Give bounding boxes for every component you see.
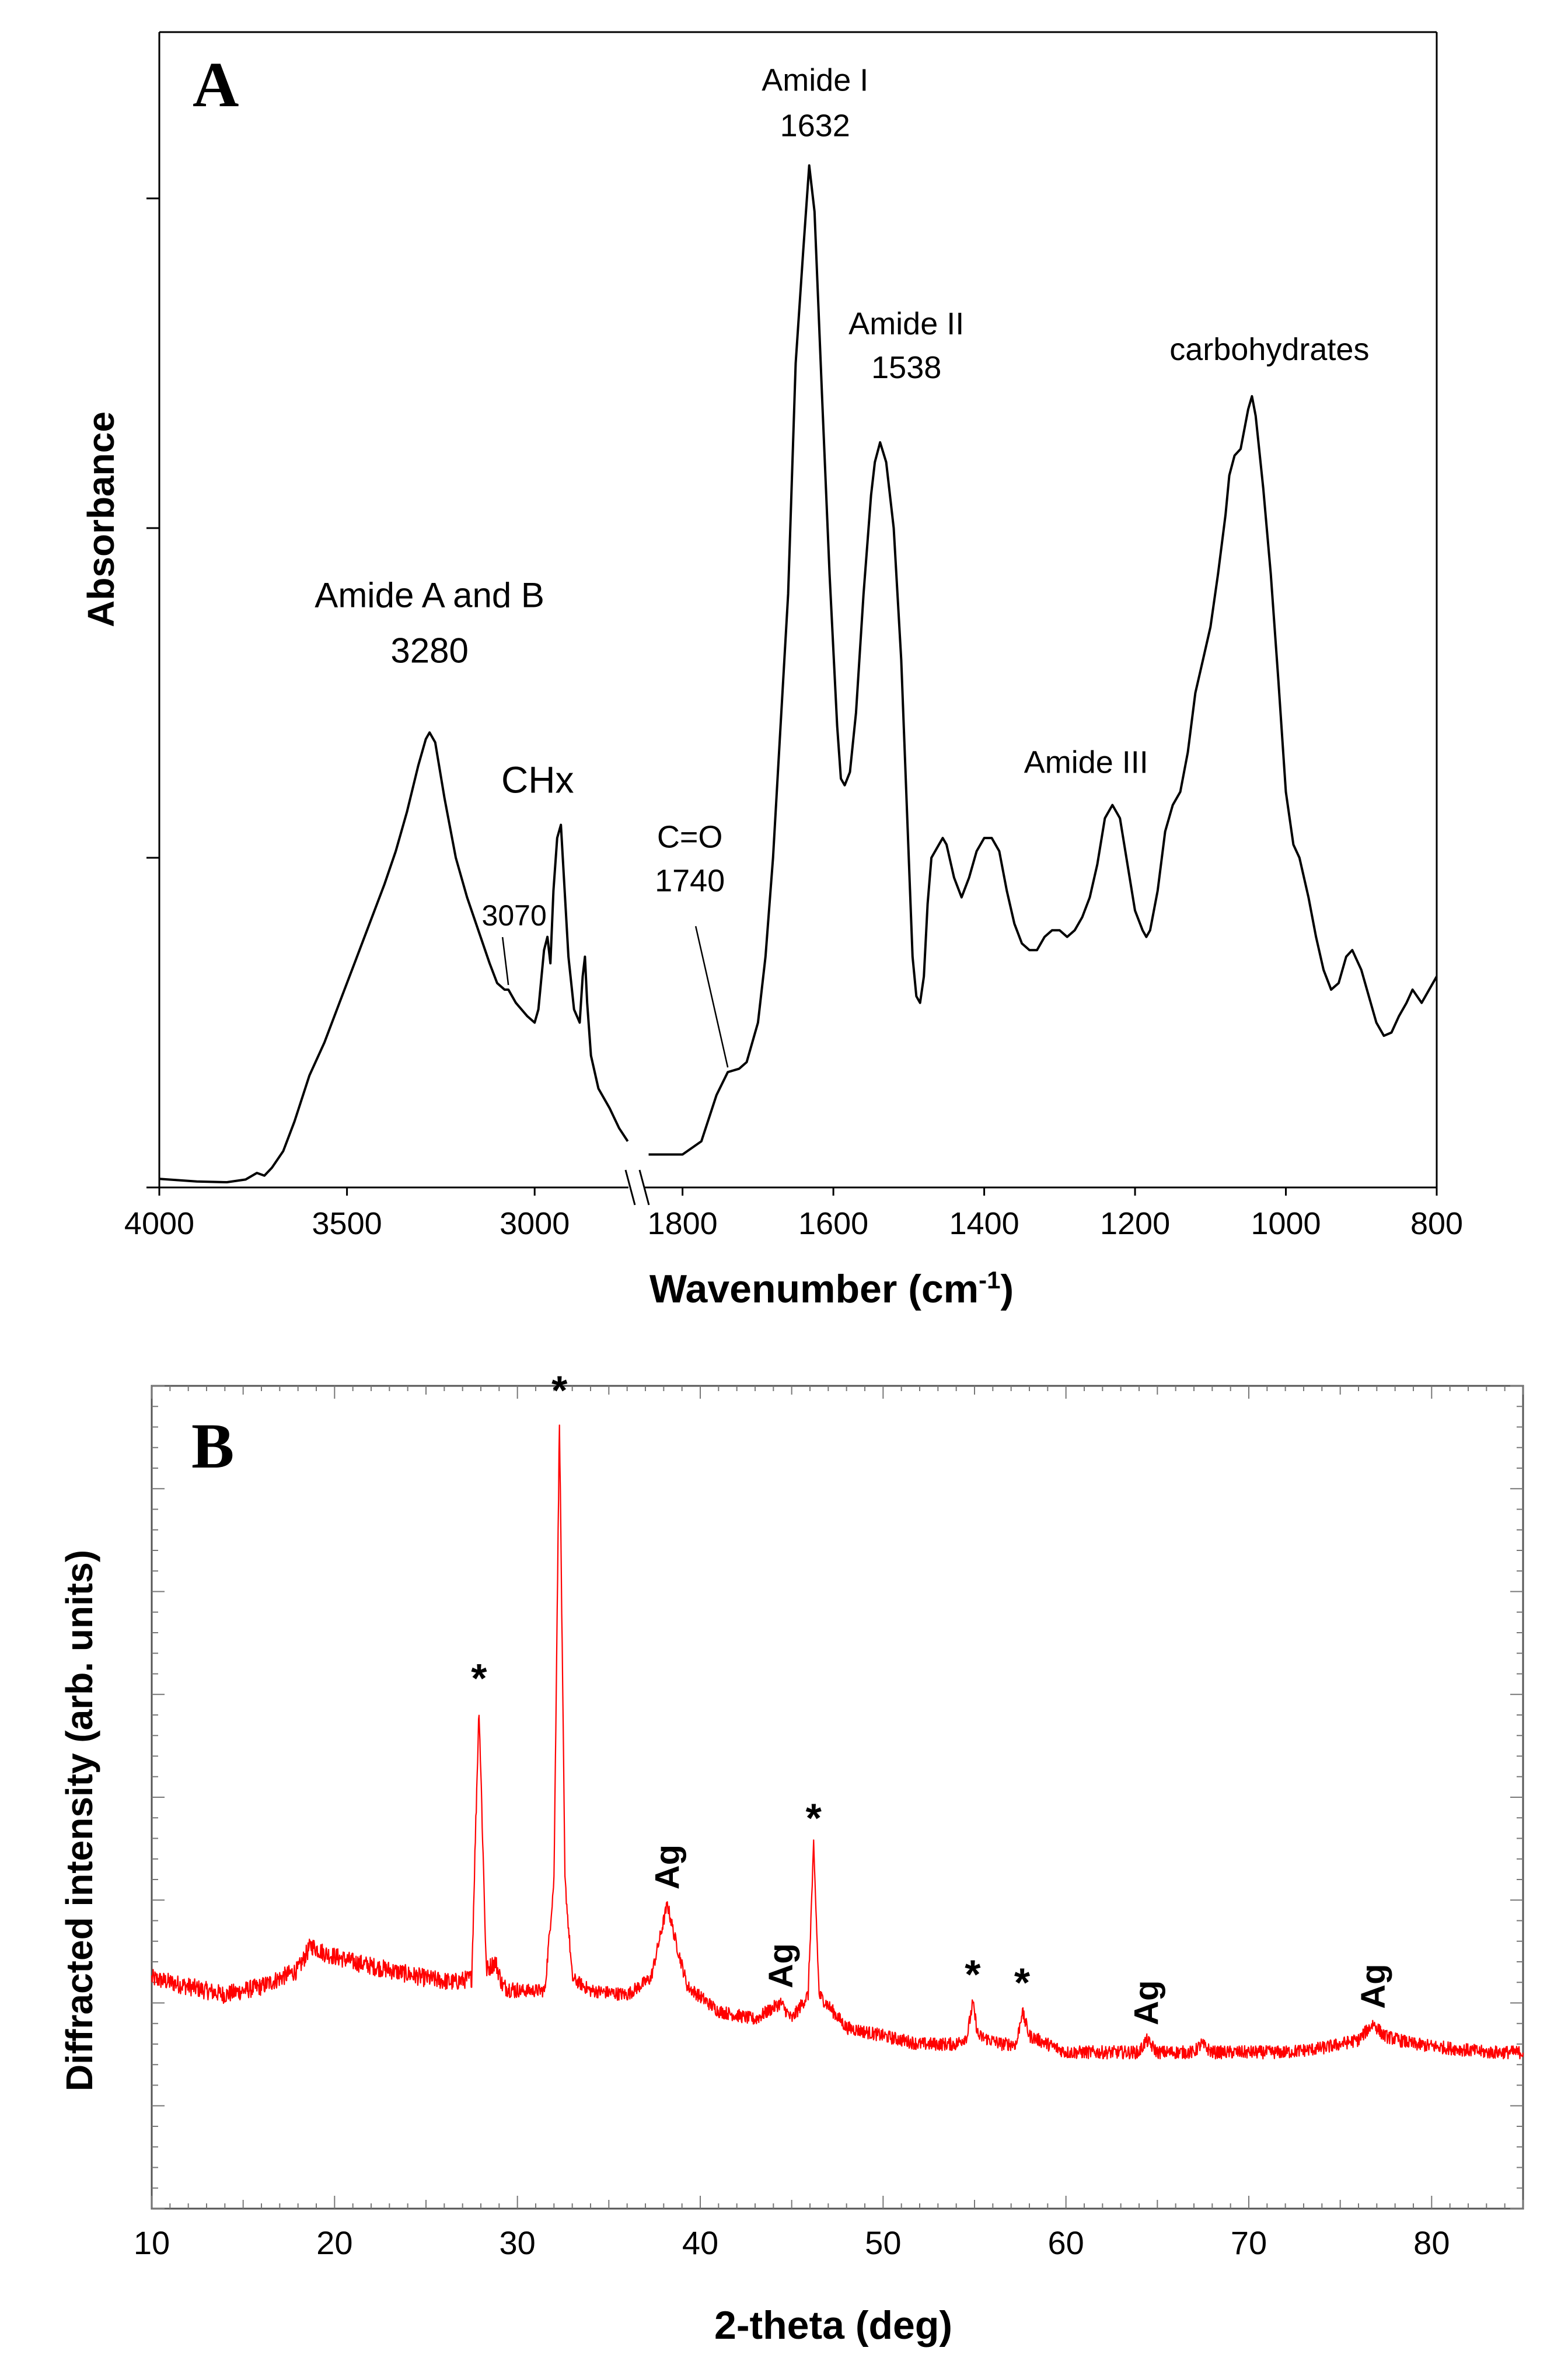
panel-b-peak-marker-ag: Ag [649,1845,687,1889]
ftir-spectrum-line-right [648,164,1438,1156]
panel-b-peak-marker-ag: Ag [1128,1980,1166,2025]
panel-b-label: B [191,1410,234,1482]
xrd-pattern-line [151,1424,1524,2060]
panel-b-x-tick-label: 10 [134,2224,170,2261]
panel-a-x-tick-label: 1800 [648,1206,718,1241]
panel-b-peak-marker-star: * [806,1795,822,1841]
panel-a-annotation-label: 1538 [871,350,941,385]
panel-a-annotation-label: 3070 [482,899,547,932]
panel-b-xrd-chart: B Diffracted intensity (arb. units) 2-th… [58,1367,1524,2347]
panel-b-x-tick-label: 60 [1048,2224,1084,2261]
panel-a-annotation-label: 1632 [780,109,850,144]
panel-b-peak-marker-star: * [471,1655,487,1701]
panel-a-x-tick-label: 1200 [1100,1206,1170,1241]
panel-b-peak-marker-ag: Ag [1354,1964,1392,2008]
panel-a-y-axis-title: Absorbance [80,411,122,627]
panel-b-x-tick-label: 50 [865,2224,901,2261]
panel-a-x-tick-label: 3000 [500,1206,570,1241]
panel-a-x-tick-label: 800 [1410,1206,1463,1241]
panel-b-y-axis-title: Diffracted intensity (arb. units) [58,1550,100,2091]
panel-b-peak-marker-star: * [965,1952,981,1997]
panel-b-x-tick-label: 30 [500,2224,536,2261]
panel-a-annotation-label: 1740 [655,863,725,898]
panel-a-ftir-chart: A Absorbance Wavenumber (cm-1) 4000 3500 3… [80,31,1463,1311]
panel-b-plot-frame [151,1385,1524,2210]
panel-a-label: A [193,49,239,120]
panel-a-annotation-label: Amide I [762,63,868,98]
panel-a-x-tick-label: 1000 [1251,1206,1321,1241]
panel-b-peak-marker-star: * [1014,1960,1031,2006]
panel-a-annotation-label: 3280 [390,631,468,670]
panel-a-x-tick-label: 1600 [798,1206,868,1241]
panel-a-x-tick-label: 3500 [312,1206,382,1241]
panel-a-annotation-label: Amide A and B [315,575,544,614]
panel-a-annotation-label: CHx [501,759,574,801]
panel-b-peak-marker-star: * [551,1367,568,1413]
panel-a-annotation-leader [501,937,509,986]
panel-b-x-tick-label: 70 [1231,2224,1267,2261]
panel-a-x-axis-title: Wavenumber (cm-1) [649,1266,1014,1311]
panel-b-x-tick-label: 20 [316,2224,352,2261]
panel-b-peak-marker-ag: Ag [762,1943,800,1988]
panel-a-annotation-leader [694,925,729,1068]
panel-a-annotation-label: C=O [657,819,723,854]
panel-b-x-axis-title: 2-theta (deg) [714,2303,952,2347]
panel-a-annotation-label: Amide II [848,306,964,341]
panel-a-x-tick-label: 1400 [949,1206,1019,1241]
ftir-spectrum-line-left [159,731,629,1183]
panel-a-annotation-label: carbohydrates [1169,332,1369,367]
axis-break-mark [624,1169,636,1206]
panel-a-annotation-label: Amide III [1024,745,1148,780]
panel-a-x-tick-label: 4000 [124,1206,194,1241]
panel-b-x-tick-label: 40 [682,2224,718,2261]
panel-b-x-tick-label: 80 [1413,2224,1450,2261]
axis-break-mark [638,1169,650,1206]
